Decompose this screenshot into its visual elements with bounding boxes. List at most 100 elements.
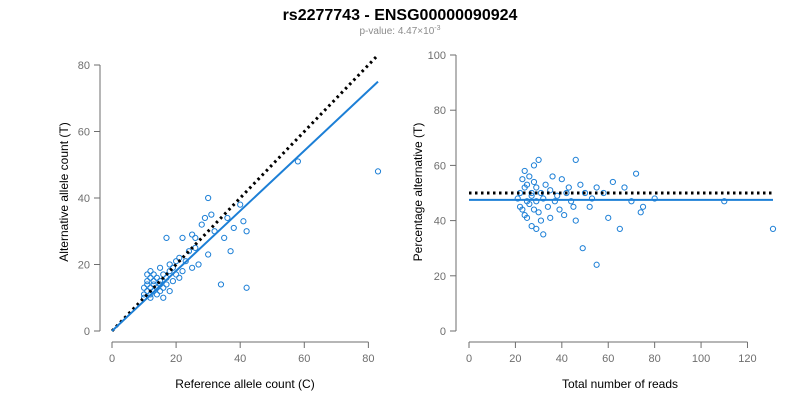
data-point [192,234,199,241]
p-value-exponent: -3 [434,25,440,32]
right-x-tick-label: 40 [556,353,568,365]
data-point [528,192,535,199]
data-point [526,173,533,180]
left-x-tick-label: 60 [298,353,310,365]
data-point [227,248,234,255]
data-point [523,214,531,221]
data-point [217,281,225,288]
data-point [558,176,565,183]
data-point [554,192,561,199]
left-x-tick-label: 20 [170,353,182,365]
right-data-points [514,156,777,268]
right-x-tick-label: 120 [738,353,756,365]
data-point [537,217,545,224]
data-point [237,201,244,208]
data-point [721,198,728,205]
data-point [166,288,173,295]
data-point [163,234,170,241]
data-point [205,251,212,258]
figure-title: rs2277743 - ENSG00000090924 [283,7,518,24]
data-point [572,217,579,224]
data-point [150,271,157,278]
right-y-axis-label: Percentage alternative (T) [411,123,425,262]
data-point [528,223,535,230]
data-point [189,231,196,238]
data-point [519,206,526,213]
data-point [537,189,545,197]
data-point [605,214,612,221]
data-point [628,198,635,205]
right-y-tick-label: 60 [434,160,446,172]
data-point [144,281,151,288]
data-point [163,281,170,288]
right-y-tick-label: 40 [434,216,446,228]
data-point [144,278,151,285]
data-point [294,158,301,165]
data-point [632,170,640,177]
data-point [639,203,647,210]
data-point [169,264,176,271]
right-x-tick-label: 20 [509,353,521,365]
data-point [176,274,183,281]
p-value-label: p-value: 4.47×10-3 [359,25,440,37]
data-point [533,225,540,232]
data-point [147,274,154,281]
data-point [156,288,164,295]
left-y-axis-label: Alternative allele count (T) [57,122,71,261]
data-point [160,271,167,278]
data-point [147,268,154,275]
data-point [551,198,558,205]
left-x-tick-label: 40 [234,353,246,365]
data-point [609,178,616,186]
data-point [577,181,584,188]
left-fit-line [111,80,379,332]
right-y-tick-label: 100 [428,50,446,62]
data-point [600,189,607,197]
left-x-tick-label: 80 [362,353,374,365]
data-point [526,200,533,208]
data-point [160,294,167,301]
right-x-axis-label: Total number of reads [562,377,678,391]
data-point [549,173,556,180]
data-point [570,203,577,210]
right-y-tick-label: 20 [434,271,446,283]
left-y-tick-label: 40 [78,193,90,205]
right-x-tick-label: 80 [649,353,661,365]
data-point [140,284,148,291]
data-point [523,181,531,188]
data-point [588,195,596,202]
right-x-tick-label: 100 [692,353,710,365]
data-point [240,218,247,225]
data-point [195,261,202,268]
data-point [533,198,540,205]
data-point [530,162,538,169]
data-point [568,198,575,205]
left-y-tick-label: 60 [78,127,90,139]
data-point [153,274,160,281]
data-point [243,228,250,235]
data-point [144,271,151,278]
left-reference-line [110,53,380,333]
data-point [169,278,176,285]
data-point [153,291,160,298]
right-y-tick-label: 80 [434,105,446,117]
right-x-tick-label: 60 [602,353,614,365]
data-point [189,264,196,271]
data-point [586,203,593,210]
data-point [540,231,547,238]
data-point [182,258,189,265]
data-point [530,206,538,213]
left-x-tick-label: 0 [109,353,115,365]
data-point [542,181,549,188]
data-point [563,189,570,197]
data-point [769,225,777,232]
data-point [179,268,186,275]
data-point [535,156,542,163]
data-point [593,261,600,268]
data-point [556,206,563,213]
right-y-tick-label: 0 [440,326,446,338]
p-value-text: p-value: 4.47×10 [359,26,434,37]
data-point [565,184,572,191]
data-point [156,264,164,271]
